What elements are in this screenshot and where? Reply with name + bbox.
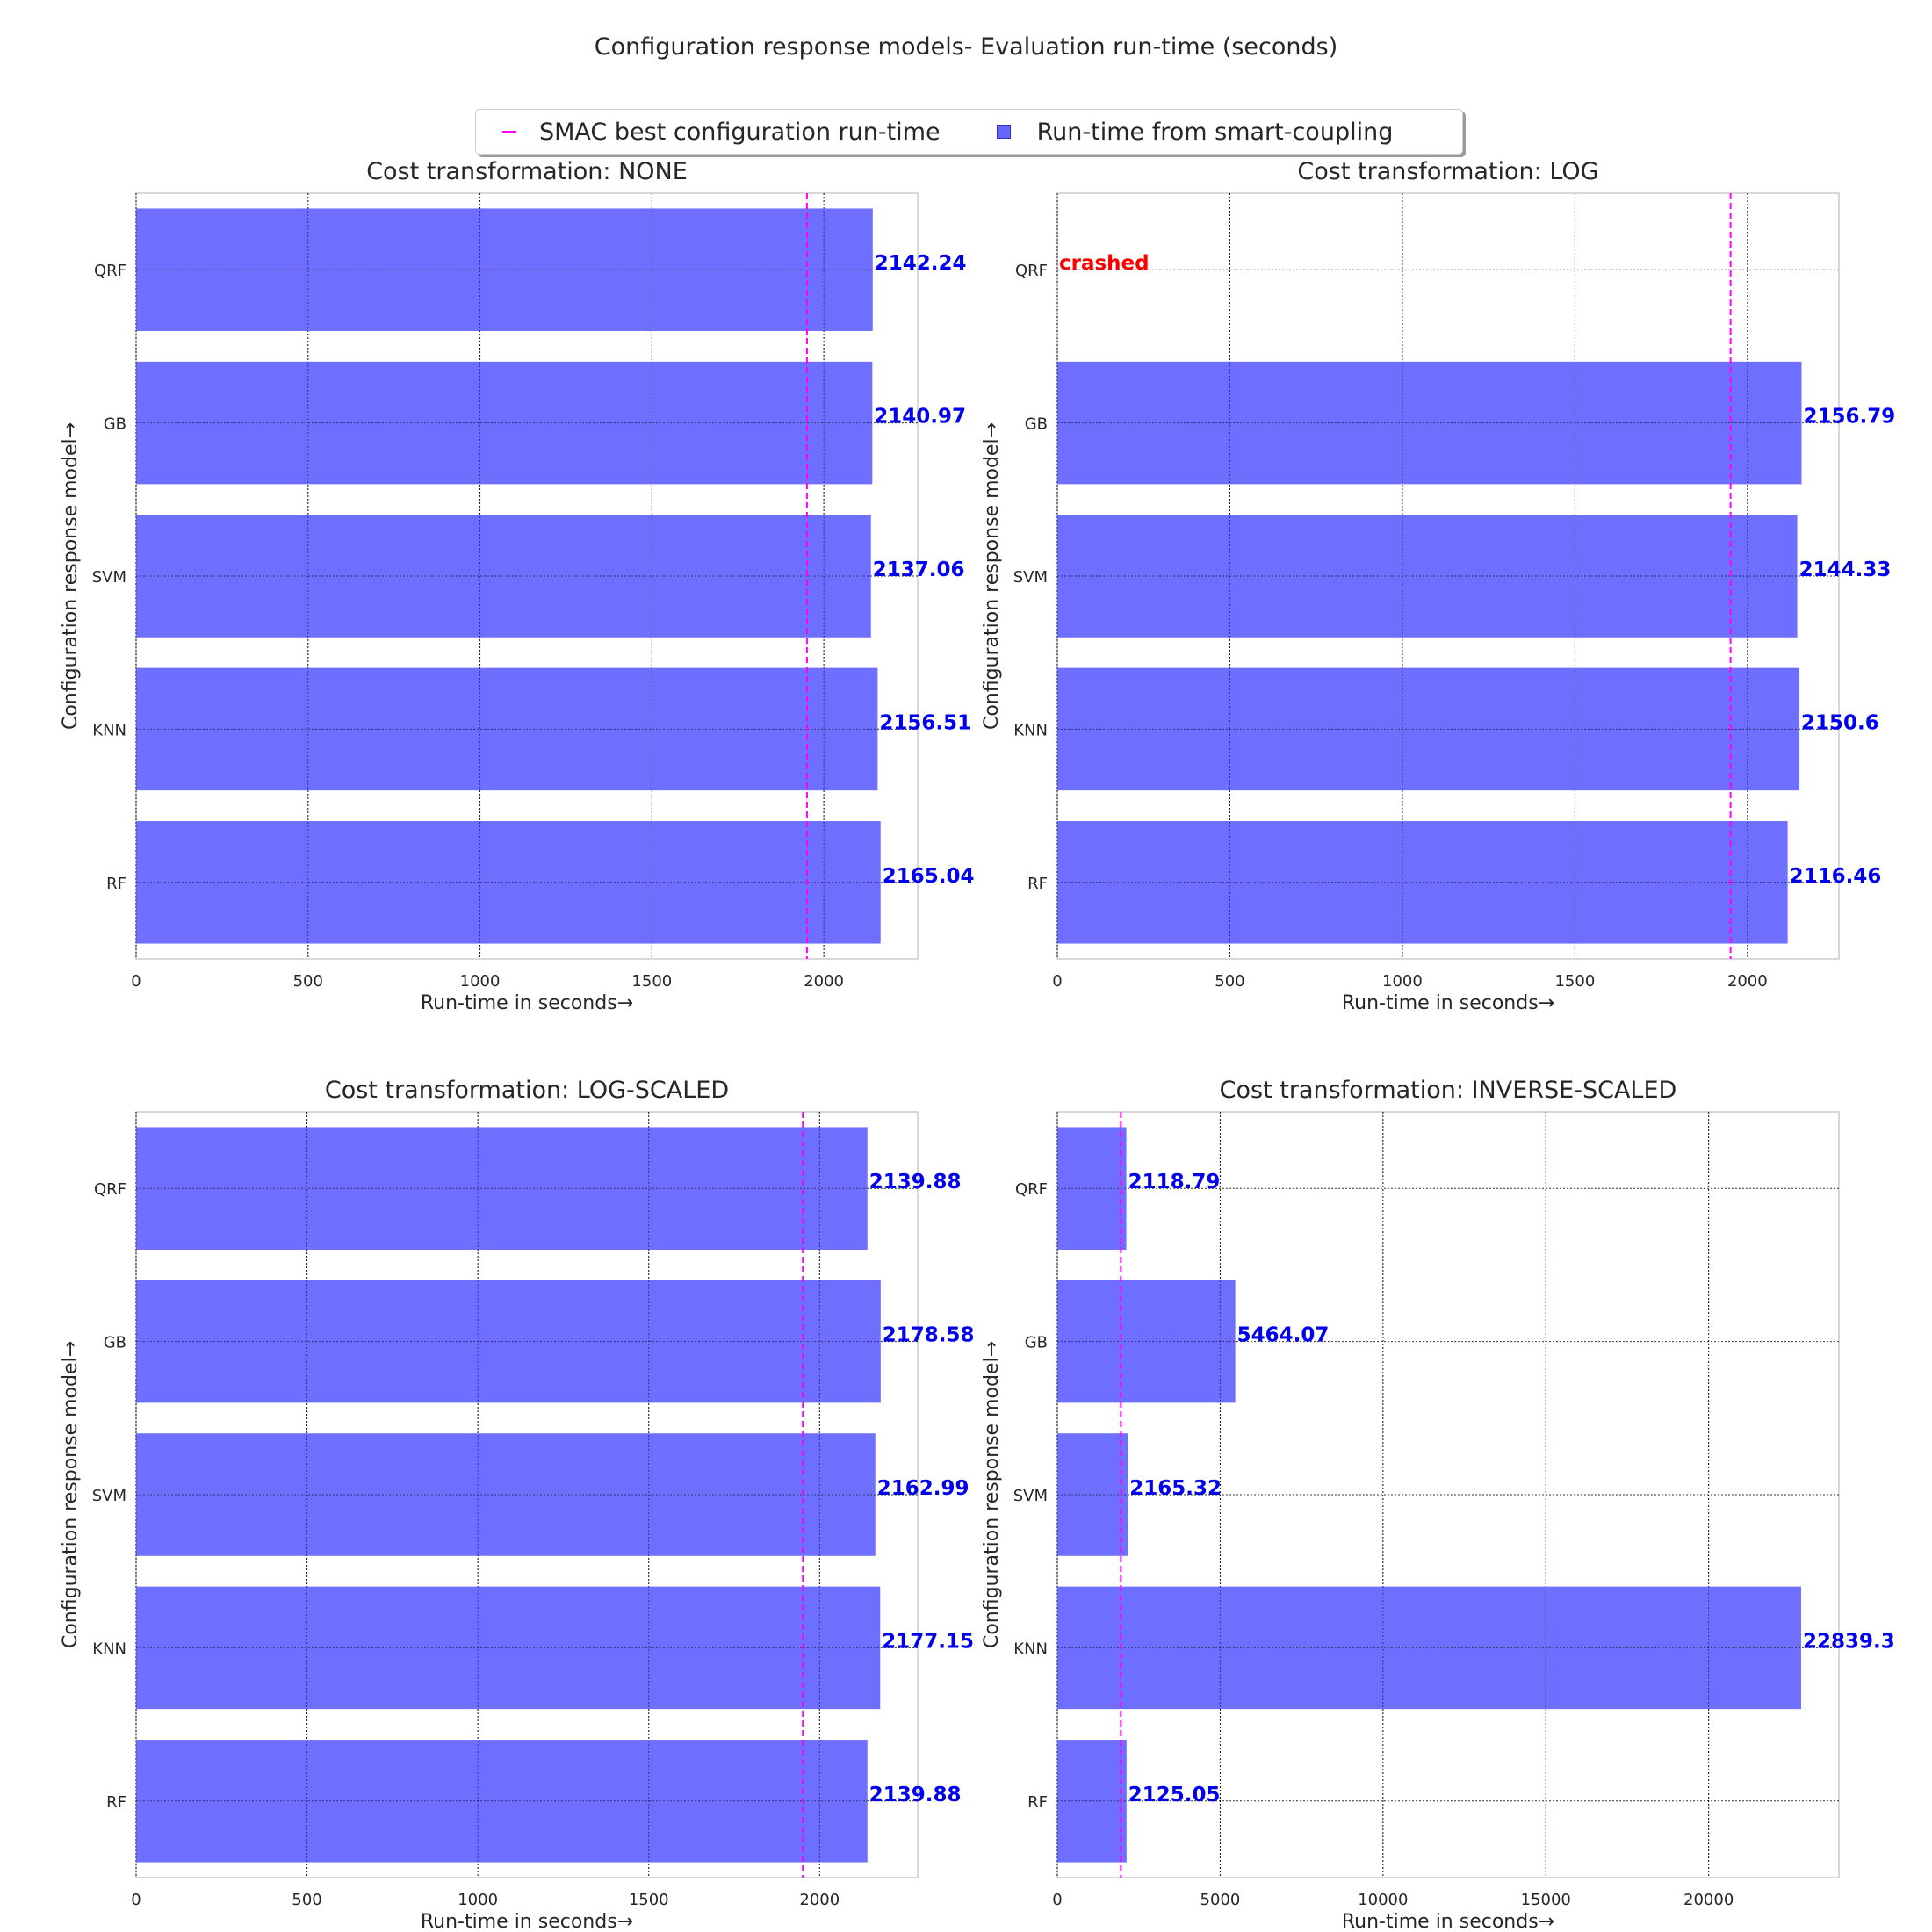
y-tick-label: GB xyxy=(1025,415,1048,434)
data-label: 2140.97 xyxy=(874,406,966,429)
x-tick-label: 0 xyxy=(131,1891,141,1909)
bar-qrf xyxy=(136,208,873,331)
y-tick-label: KNN xyxy=(1013,1640,1048,1658)
chart-panel-4: 0 5000 10000 15000 20000 QRF 2118.79 GB 5464.07 S… xyxy=(981,1077,1895,1932)
x-tick-label: 1000 xyxy=(460,972,501,991)
y-tick-label: RF xyxy=(106,875,126,893)
y-tick-label: RF xyxy=(106,1793,126,1812)
y-tick-label: KNN xyxy=(1013,721,1048,739)
legend-label-smart-coupling: Run-time from smart-coupling xyxy=(1036,118,1394,146)
x-tick-label: 500 xyxy=(293,972,323,991)
y-axis-label: Configuration response model→ xyxy=(981,422,1003,730)
x-tick-label: 15000 xyxy=(1521,1891,1571,1909)
bar-rf xyxy=(1057,1740,1127,1863)
panel-title: Cost transformation: INVERSE-SCALED xyxy=(1220,1077,1677,1104)
x-tick-label: 0 xyxy=(1052,972,1062,991)
bar-knn xyxy=(1057,1586,1801,1710)
y-tick-label: RF xyxy=(1027,1793,1048,1812)
legend-item-smac: SMAC best configuration run-time xyxy=(476,119,941,146)
y-tick-label: RF xyxy=(1027,875,1048,893)
legend-line-swatch xyxy=(502,131,516,133)
y-tick-label: GB xyxy=(104,1334,126,1352)
data-label: crashed xyxy=(1059,252,1150,275)
x-tick-label: 10000 xyxy=(1358,1891,1408,1909)
data-label: 2165.04 xyxy=(883,865,975,888)
data-label: 2144.33 xyxy=(1799,559,1892,581)
bar-gb xyxy=(136,361,873,485)
data-label: 2139.88 xyxy=(869,1784,962,1806)
y-axis-label: Configuration response model→ xyxy=(60,422,82,730)
figure-title: Configuration response models- Evaluatio… xyxy=(594,33,1338,61)
data-label: 2150.6 xyxy=(1801,711,1879,734)
x-axis-label: Run-time in seconds→ xyxy=(421,992,633,1014)
x-tick-label: 0 xyxy=(131,972,141,991)
y-tick-label: GB xyxy=(104,415,126,434)
x-axis-label: Run-time in seconds→ xyxy=(421,1911,633,1932)
x-tick-label: 0 xyxy=(1052,1891,1062,1909)
chart-panel-3: 0 500 1000 1500 2000 QRF 2139.88 GB 2178.58 SVM 21… xyxy=(60,1077,975,1932)
legend-item-smart-coupling: Run-time from smart-coupling xyxy=(941,118,1394,146)
x-tick-label: 2000 xyxy=(1727,972,1768,991)
panel-title: Cost transformation: NONE xyxy=(366,158,688,185)
legend: SMAC best configuration run-time Run-tim… xyxy=(475,109,1463,155)
legend-bar-swatch xyxy=(996,125,1011,139)
x-tick-label: 1000 xyxy=(1382,972,1423,991)
x-tick-label: 1500 xyxy=(629,1891,669,1909)
chart-panel-1: 0 500 1000 1500 2000 QRF 2142.24 GB 2140.97 SVM 21… xyxy=(60,158,974,1014)
data-label: 2116.46 xyxy=(1790,865,1882,888)
y-tick-label: KNN xyxy=(92,1640,126,1658)
y-tick-label: SVM xyxy=(1013,1487,1048,1505)
y-tick-label: QRF xyxy=(1015,1180,1048,1199)
legend-label-smac: SMAC best configuration run-time xyxy=(539,118,941,146)
x-tick-label: 1000 xyxy=(458,1891,498,1909)
x-tick-label: 500 xyxy=(292,1891,321,1909)
data-label: 2125.05 xyxy=(1128,1784,1221,1806)
data-label: 2177.15 xyxy=(882,1630,974,1653)
data-label: 2162.99 xyxy=(877,1477,970,1500)
data-label: 2165.32 xyxy=(1129,1477,1222,1500)
data-label: 2139.88 xyxy=(869,1171,962,1193)
y-tick-label: QRF xyxy=(94,262,126,280)
chart-panel-2: 0 500 1000 1500 2000 QRF crashed GB 2156.79 SVM 21… xyxy=(981,158,1895,1014)
x-tick-label: 20000 xyxy=(1683,1891,1734,1909)
data-label: 2156.51 xyxy=(879,711,971,734)
x-tick-label: 500 xyxy=(1215,972,1244,991)
x-tick-label: 2000 xyxy=(804,972,844,991)
y-tick-label: SVM xyxy=(92,1487,126,1505)
y-axis-label: Configuration response model→ xyxy=(60,1341,82,1648)
data-label: 2142.24 xyxy=(875,252,967,275)
y-tick-label: GB xyxy=(1025,1334,1048,1352)
data-label: 22839.3 xyxy=(1803,1630,1895,1653)
bar-knn xyxy=(1057,667,1800,791)
y-axis-label: Configuration response model→ xyxy=(981,1341,1003,1648)
data-label: 2156.79 xyxy=(1803,406,1895,429)
x-tick-label: 5000 xyxy=(1200,1891,1241,1909)
y-tick-label: KNN xyxy=(92,721,126,739)
data-label: 5464.07 xyxy=(1237,1324,1330,1347)
panel-title: Cost transformation: LOG-SCALED xyxy=(325,1077,729,1104)
y-tick-label: SVM xyxy=(92,568,126,587)
x-axis-label: Run-time in seconds→ xyxy=(1342,992,1554,1014)
y-tick-label: SVM xyxy=(1013,568,1048,587)
x-axis-label: Run-time in seconds→ xyxy=(1342,1911,1554,1932)
data-label: 2178.58 xyxy=(883,1324,975,1347)
panel-title: Cost transformation: LOG xyxy=(1297,158,1598,185)
x-tick-label: 2000 xyxy=(799,1891,840,1909)
y-tick-label: QRF xyxy=(1015,262,1048,280)
x-tick-label: 1500 xyxy=(1554,972,1595,991)
data-label: 2137.06 xyxy=(873,559,965,581)
bar-qrf xyxy=(1057,1127,1127,1250)
y-tick-label: QRF xyxy=(94,1180,126,1199)
data-label: 2118.79 xyxy=(1128,1171,1221,1193)
x-tick-label: 1500 xyxy=(631,972,672,991)
